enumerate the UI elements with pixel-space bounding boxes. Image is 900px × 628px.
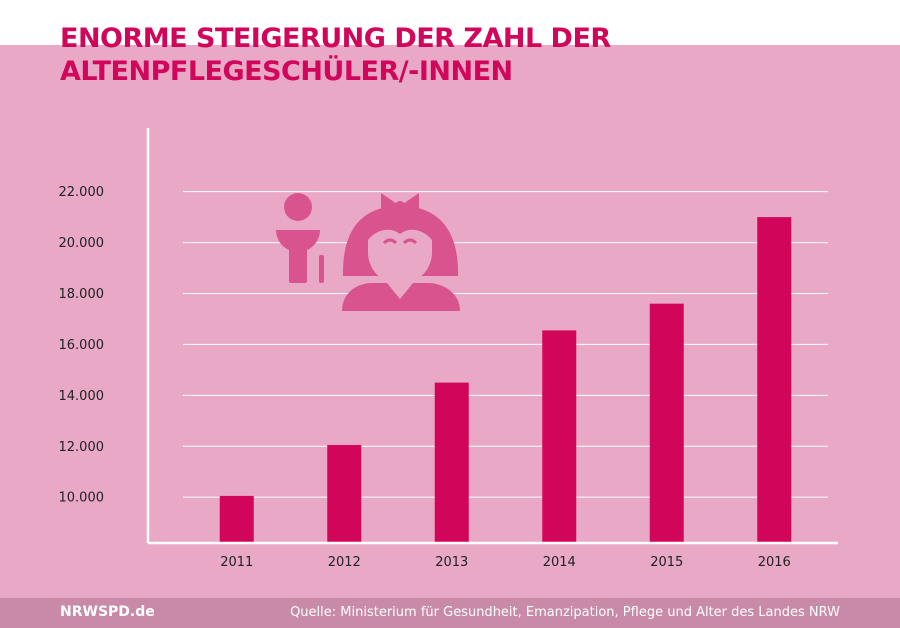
x-tick-label: 2012 [328,555,361,570]
y-tick-label: 18.000 [59,287,105,302]
y-tick-label: 14.000 [59,389,105,404]
bar-2012 [327,444,362,543]
x-tick-label: 2011 [220,555,253,570]
bar-2014 [542,330,577,543]
male-student-icon [276,193,324,283]
y-tick-label: 20.000 [59,236,105,251]
gridlines [183,191,828,498]
page-title: ENORME STEIGERUNG DER ZAHL DER ALTENPFLE… [60,22,611,88]
x-tick-label: 2013 [435,555,468,570]
title-line-1: ENORME STEIGERUNG DER ZAHL DER [60,23,611,54]
x-tick-label: 2015 [650,555,683,570]
y-tick-label: 22.000 [59,185,105,200]
bar-2013 [434,382,469,543]
footer-brand: NRWSPD.de [60,604,155,620]
bars [219,217,792,544]
y-axis-tick-labels: 10.000 12.000 14.000 16.000 18.000 20.000 22.0… [59,185,105,506]
footer-source: Quelle: Ministerium für Gesundheit, Eman… [290,605,840,620]
bar-chart: 10.000 12.000 14.000 16.000 18.000 20.000 22.0… [59,128,838,570]
x-tick-label: 2014 [543,555,576,570]
x-axis-tick-labels: 2011 2012 2013 2014 2015 2016 [220,555,791,570]
y-tick-label: 16.000 [59,338,105,353]
bar-2015 [649,303,684,543]
female-nurse-icon [342,193,460,311]
title-line-2: ALTENPFLEGESCHÜLER/-INNEN [60,56,513,87]
footer: NRWSPD.de Quelle: Ministerium für Gesund… [0,598,900,628]
y-tick-label: 10.000 [59,491,105,506]
bar-2011 [219,495,254,543]
bar-2016 [757,217,792,544]
y-tick-label: 12.000 [59,440,105,455]
x-tick-label: 2016 [758,555,791,570]
